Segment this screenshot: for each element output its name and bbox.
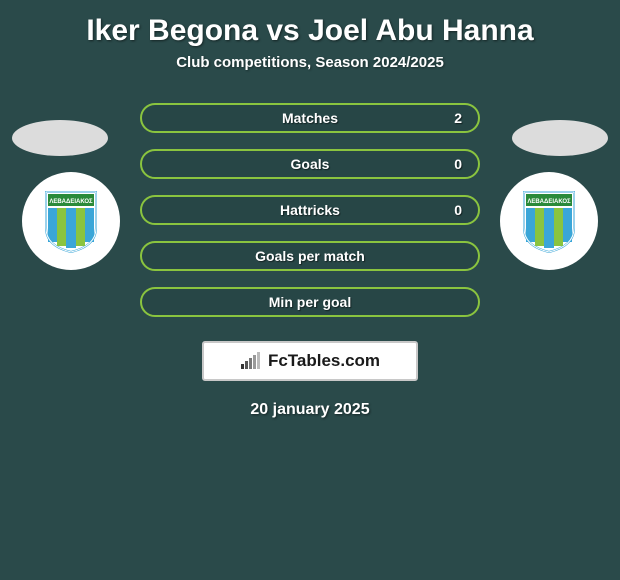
page-title: Iker Begona vs Joel Abu Hanna <box>0 0 620 54</box>
stat-bars: Matches 2 Goals 0 Hattricks 0 Goals per … <box>140 103 480 317</box>
club-badge-right: ΛΕΒΑΔΕΙΑΚΟΣ <box>500 172 598 270</box>
stat-row: Goals per match <box>140 241 480 271</box>
stat-label: Matches <box>282 110 338 126</box>
svg-text:ΛΕΒΑΔΕΙΑΚΟΣ: ΛΕΒΑΔΕΙΑΚΟΣ <box>527 199 571 205</box>
site-logo-text: FcTables.com <box>268 351 380 371</box>
stat-value: 0 <box>454 202 462 218</box>
bars-icon <box>240 352 262 370</box>
stat-row: Matches 2 <box>140 103 480 133</box>
stat-row: Hattricks 0 <box>140 195 480 225</box>
stat-value: 0 <box>454 156 462 172</box>
club-badge-left: ΛΕΒΑΔΕΙΑΚΟΣ <box>22 172 120 270</box>
stat-label: Goals <box>291 156 330 172</box>
player-avatar-right <box>512 120 608 156</box>
date-label: 20 january 2025 <box>0 401 620 419</box>
stat-label: Hattricks <box>280 202 340 218</box>
site-logo[interactable]: FcTables.com <box>202 341 418 381</box>
svg-text:ΛΕΒΑΔΕΙΑΚΟΣ: ΛΕΒΑΔΕΙΑΚΟΣ <box>49 199 93 205</box>
stat-value: 2 <box>454 110 462 126</box>
shield-icon: ΛΕΒΑΔΕΙΑΚΟΣ <box>42 188 100 254</box>
page-subtitle: Club competitions, Season 2024/2025 <box>0 54 620 71</box>
stat-label: Min per goal <box>269 294 351 310</box>
shield-icon: ΛΕΒΑΔΕΙΑΚΟΣ <box>520 188 578 254</box>
stat-label: Goals per match <box>255 248 365 264</box>
stat-row: Goals 0 <box>140 149 480 179</box>
player-avatar-left <box>12 120 108 156</box>
stat-row: Min per goal <box>140 287 480 317</box>
